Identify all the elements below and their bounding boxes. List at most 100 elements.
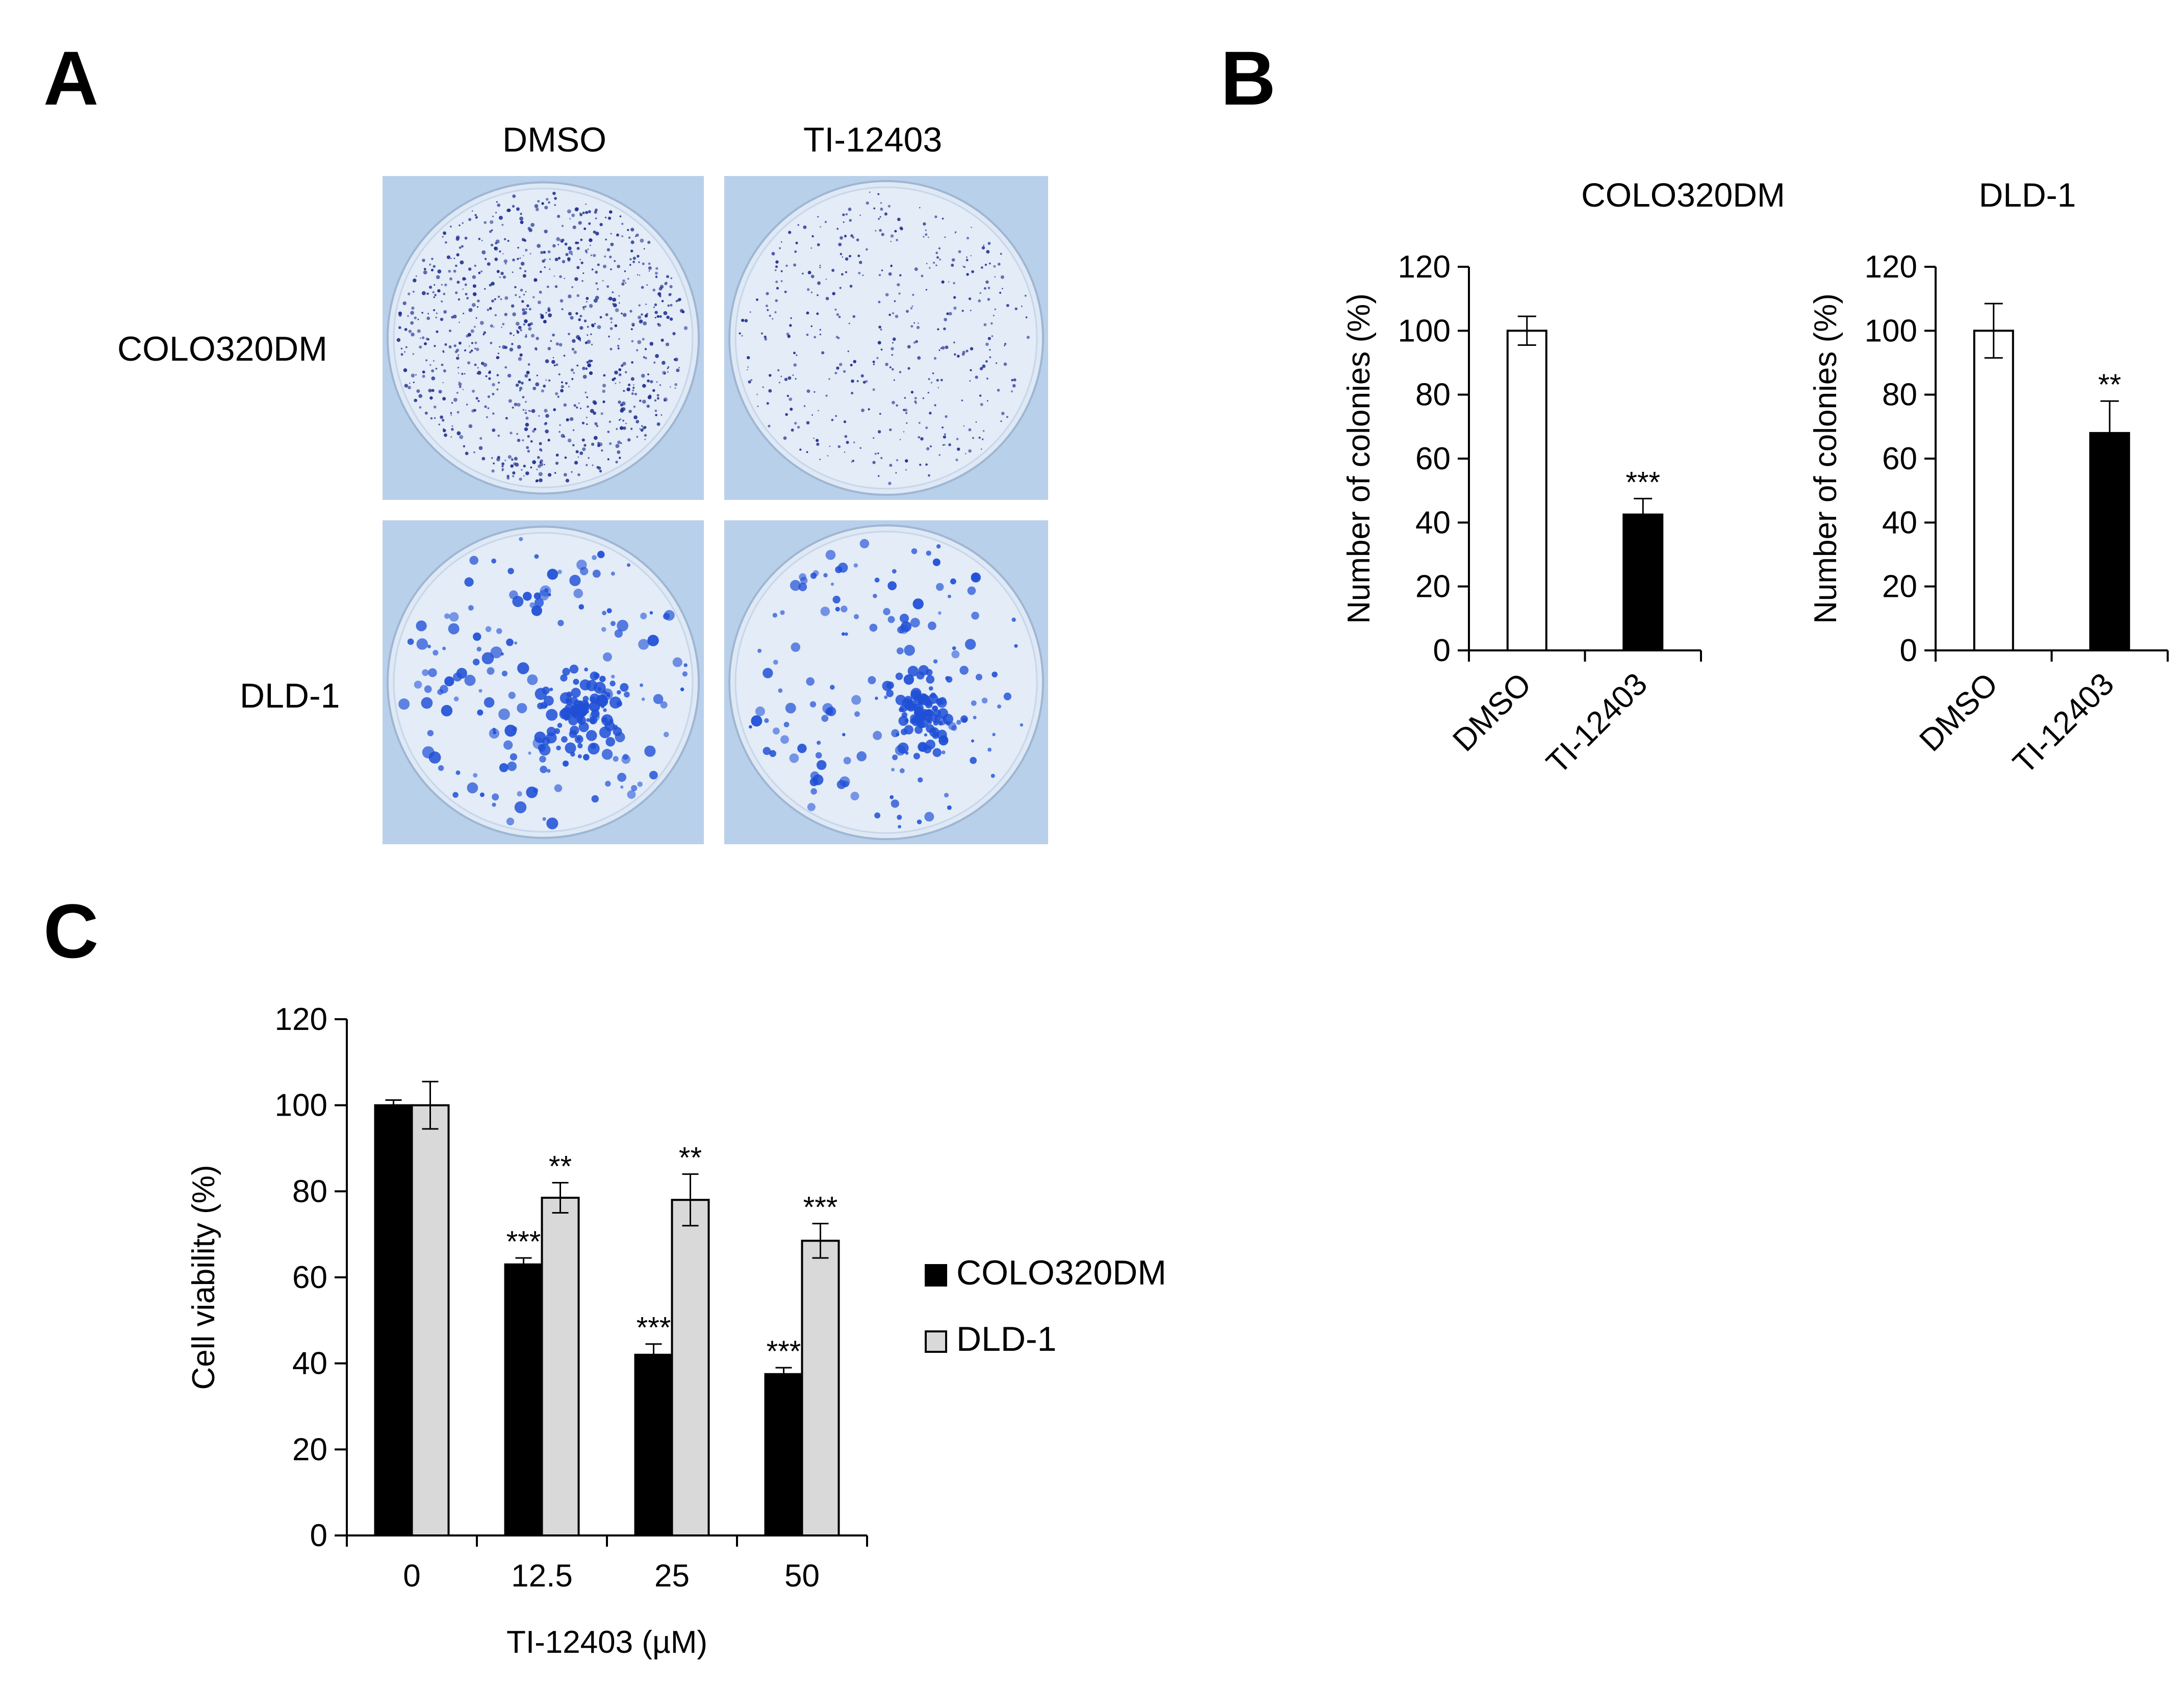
colony [601, 449, 603, 452]
colony [570, 316, 574, 320]
panel-label-b: B [1221, 35, 1276, 121]
colony [970, 757, 977, 764]
colony [889, 366, 892, 369]
colony [509, 347, 514, 352]
colony [621, 235, 624, 238]
colony-chart: DLD-1020406080100120DMSO**TI-12403Number… [1808, 176, 2169, 780]
viability-chart: 0204060801001200*****12.5*****25******50… [186, 1002, 1166, 1660]
colony [660, 701, 668, 709]
colony [842, 733, 846, 737]
colony [540, 250, 544, 255]
colony [421, 291, 426, 295]
colony [554, 784, 563, 792]
colony [520, 262, 525, 266]
colony [819, 334, 822, 336]
colony [580, 261, 583, 264]
bar [2089, 432, 2130, 651]
colony [819, 459, 821, 460]
colony [932, 372, 934, 374]
colony [412, 290, 415, 293]
colony [494, 246, 498, 251]
colony [979, 292, 981, 294]
colony [422, 370, 425, 374]
colony [739, 332, 741, 335]
colony [925, 463, 928, 466]
colony [571, 254, 573, 256]
colony [577, 743, 583, 749]
colony [858, 261, 862, 264]
colony [482, 333, 485, 336]
colony [568, 246, 572, 250]
colony [874, 452, 877, 455]
colony [936, 256, 939, 259]
row-label-dld1: DLD-1 [240, 676, 340, 715]
y-tick-label: 20 [292, 1432, 327, 1467]
colony [942, 444, 945, 446]
colony [767, 309, 769, 311]
colony [611, 321, 613, 323]
colony [937, 387, 939, 389]
colony [888, 482, 892, 485]
colony [464, 236, 468, 240]
colony [455, 770, 461, 775]
colony [492, 793, 499, 801]
colony [814, 336, 817, 339]
colony [461, 372, 464, 375]
colony [501, 326, 502, 328]
colony [512, 407, 514, 409]
colony [964, 639, 976, 650]
colony [917, 819, 922, 824]
colony [586, 423, 588, 425]
colony [644, 438, 646, 440]
colony [404, 327, 408, 331]
colony [544, 230, 548, 234]
colony [597, 263, 600, 266]
colony [981, 438, 984, 440]
colony [845, 213, 848, 216]
colony [573, 350, 577, 354]
colony [489, 230, 492, 233]
colony [941, 750, 946, 754]
colony [431, 376, 436, 381]
colony [670, 304, 673, 307]
colony [408, 330, 412, 333]
colony [1025, 316, 1028, 319]
colony [547, 347, 551, 350]
colony [625, 371, 627, 373]
colony [417, 318, 419, 320]
colony [524, 270, 526, 272]
colony [810, 274, 815, 279]
bar-dld1 [671, 1199, 710, 1536]
colony [980, 266, 983, 269]
colony [638, 315, 642, 319]
colony [544, 266, 546, 268]
colony [621, 364, 624, 367]
colony [810, 771, 820, 780]
colony [646, 284, 648, 286]
colony [468, 267, 472, 271]
colony [400, 353, 403, 356]
bar [1622, 513, 1664, 652]
colony [467, 782, 478, 794]
colony [559, 275, 562, 279]
colony [405, 346, 408, 348]
colony [751, 715, 763, 727]
colony [507, 568, 514, 574]
colony [924, 812, 934, 822]
colony [987, 242, 991, 245]
colony [797, 425, 800, 429]
colony [549, 687, 553, 691]
colony [630, 328, 633, 331]
colony [459, 321, 460, 323]
colony [448, 269, 451, 273]
colony [979, 394, 982, 397]
colony [522, 274, 526, 278]
colony [898, 292, 901, 295]
colony [843, 757, 851, 765]
colony [944, 318, 947, 321]
colony [603, 690, 607, 695]
colony [555, 342, 560, 346]
colony [661, 338, 664, 342]
colony [914, 267, 918, 271]
colony [852, 460, 854, 462]
